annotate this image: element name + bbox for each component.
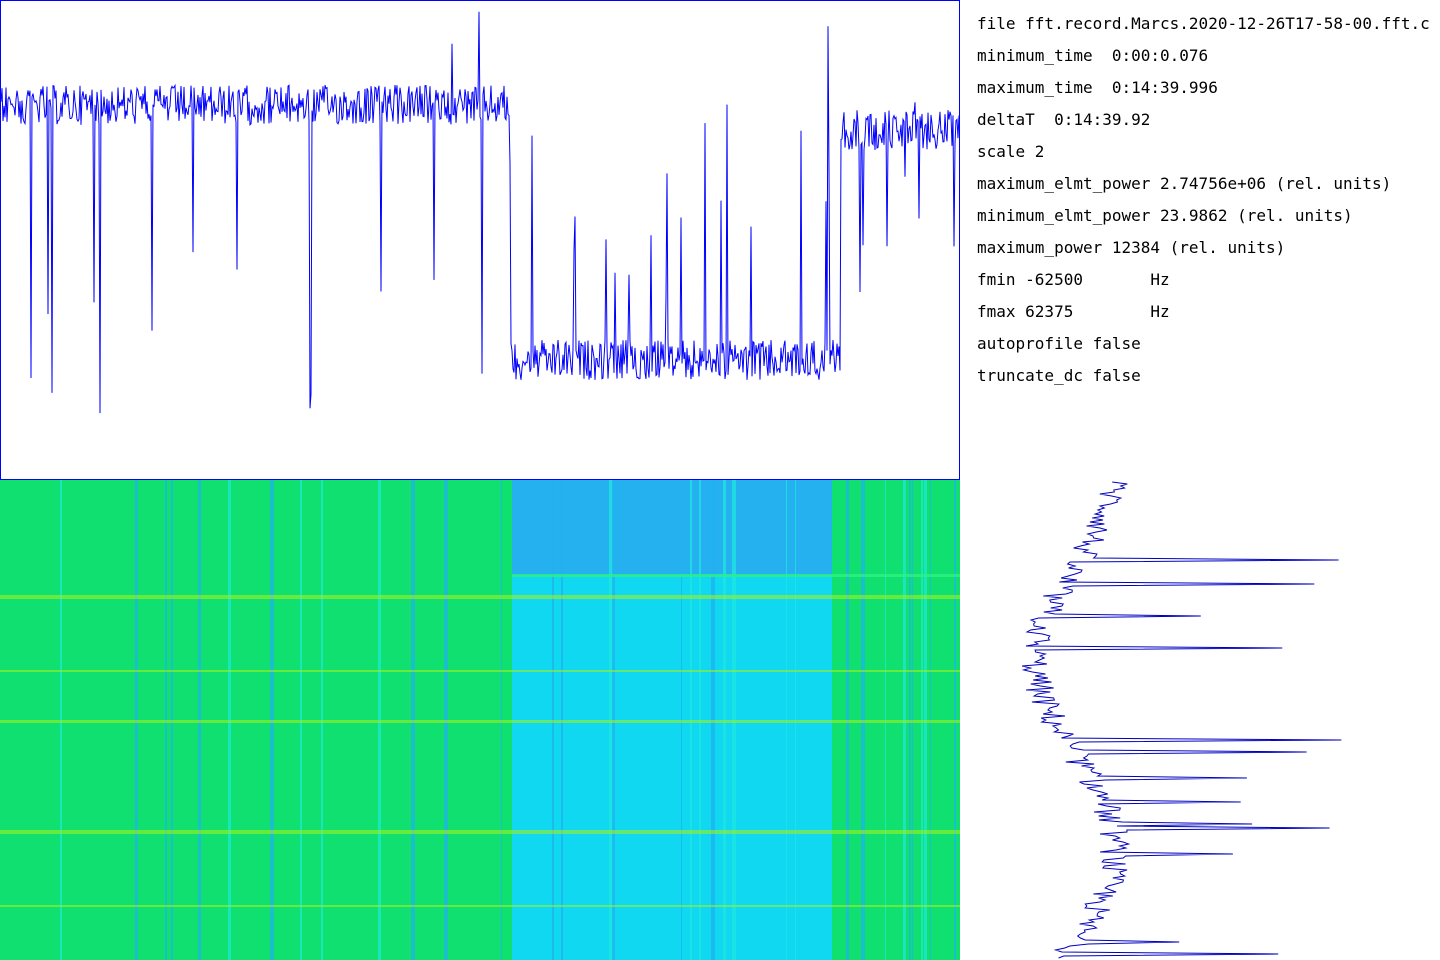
power-trace — [0, 11, 960, 414]
spectrogram-row — [0, 830, 960, 834]
spectrogram-top — [512, 480, 832, 575]
info-line: file fft.record.Marcs.2020-12-26T17-58-0… — [977, 14, 1430, 33]
info-line: maximum_power 12384 (rel. units) — [977, 238, 1286, 257]
info-panel: file fft.record.Marcs.2020-12-26T17-58-0… — [977, 8, 1440, 392]
info-line: maximum_elmt_power 2.74756e+06 (rel. uni… — [977, 174, 1392, 193]
info-line: scale 2 — [977, 142, 1045, 161]
info-line: deltaT 0:14:39.92 — [977, 110, 1151, 129]
spectrogram-row — [0, 720, 960, 723]
spectrogram-row — [0, 905, 960, 907]
info-line: fmax 62375 Hz — [977, 302, 1170, 321]
info-line: truncate_dc false — [977, 366, 1141, 385]
spectrogram-row — [0, 595, 960, 599]
spectrogram-row — [512, 574, 960, 577]
info-line: minimum_time 0:00:0.076 — [977, 46, 1209, 65]
info-line: fmin -62500 Hz — [977, 270, 1170, 289]
profile-trace — [1021, 481, 1342, 959]
spectrogram-row — [0, 670, 960, 672]
info-line: minimum_elmt_power 23.9862 (rel. units) — [977, 206, 1353, 225]
info-line: autoprofile false — [977, 334, 1141, 353]
spectrogram — [0, 480, 960, 960]
info-line: maximum_time 0:14:39.996 — [977, 78, 1218, 97]
